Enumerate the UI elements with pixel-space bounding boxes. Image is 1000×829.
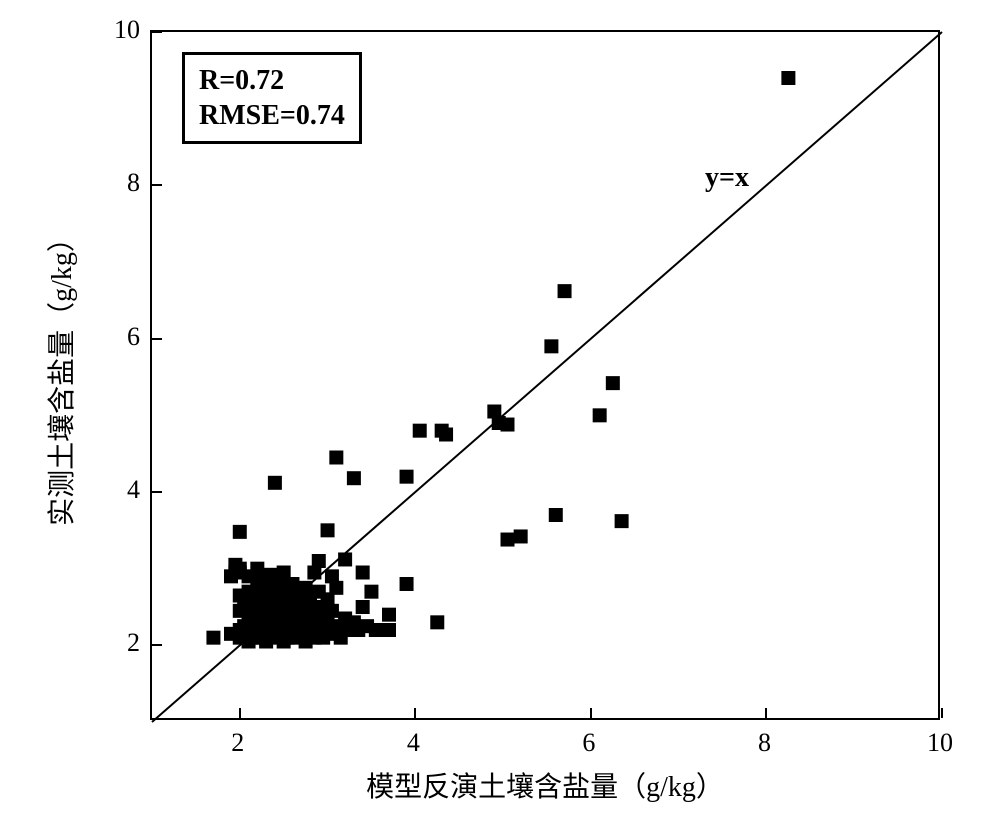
- data-point: [400, 470, 414, 484]
- data-point: [382, 623, 396, 637]
- data-point: [615, 514, 629, 528]
- data-point: [364, 585, 378, 599]
- data-point: [347, 471, 361, 485]
- data-point: [400, 577, 414, 591]
- data-point: [544, 339, 558, 353]
- data-point: [549, 508, 563, 522]
- x-tick: [765, 708, 767, 718]
- y-tick-label: 10: [114, 15, 140, 45]
- data-point: [593, 408, 607, 422]
- y-tick: [152, 338, 162, 340]
- x-tick: [414, 708, 416, 718]
- data-point: [369, 623, 383, 637]
- x-tick-label: 10: [927, 728, 953, 758]
- chart-container: R=0.72 RMSE=0.74 y=x 模型反演土壤含盐量（g/kg） 实测土…: [0, 0, 1000, 829]
- data-point: [268, 476, 282, 490]
- data-point: [430, 615, 444, 629]
- data-point: [439, 428, 453, 442]
- data-point: [321, 523, 335, 537]
- data-point: [312, 554, 326, 568]
- data-point: [558, 284, 572, 298]
- x-tick-label: 4: [407, 728, 420, 758]
- data-point: [514, 529, 528, 543]
- y-tick: [152, 184, 162, 186]
- plot-area: R=0.72 RMSE=0.74 y=x: [150, 30, 940, 720]
- x-tick-label: 2: [231, 728, 244, 758]
- data-point: [606, 376, 620, 390]
- equation-label: y=x: [705, 162, 749, 194]
- data-point: [329, 581, 343, 595]
- y-axis-label: 实测土壤含盐量（g/kg）: [40, 224, 80, 526]
- x-tick-label: 6: [582, 728, 595, 758]
- data-point: [501, 418, 515, 432]
- data-point: [781, 71, 795, 85]
- x-tick-label: 8: [758, 728, 771, 758]
- y-tick-label: 4: [127, 475, 140, 505]
- data-point: [382, 608, 396, 622]
- data-point: [356, 600, 370, 614]
- stats-box: R=0.72 RMSE=0.74: [182, 52, 362, 144]
- x-tick: [590, 708, 592, 718]
- data-point: [501, 533, 515, 547]
- y-tick: [152, 644, 162, 646]
- y-tick-label: 8: [127, 168, 140, 198]
- data-point: [413, 424, 427, 438]
- data-point: [325, 604, 339, 618]
- x-axis-label: 模型反演土壤含盐量（g/kg）: [366, 765, 724, 805]
- data-point: [329, 451, 343, 465]
- x-tick: [239, 708, 241, 718]
- y-tick-label: 6: [127, 322, 140, 352]
- data-point: [233, 525, 247, 539]
- y-tick: [152, 31, 162, 33]
- data-point: [206, 631, 220, 645]
- data-point: [338, 552, 352, 566]
- stat-rmse: RMSE=0.74: [199, 98, 345, 133]
- x-tick: [941, 708, 943, 718]
- y-tick-label: 2: [127, 628, 140, 658]
- y-tick: [152, 491, 162, 493]
- data-point: [356, 566, 370, 580]
- stat-r: R=0.72: [199, 63, 345, 98]
